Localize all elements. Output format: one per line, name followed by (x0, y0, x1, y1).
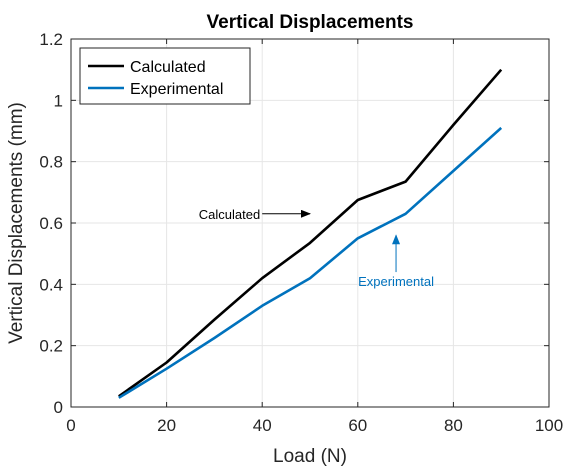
series-line-calculated (118, 68, 503, 398)
x-tick-label: 60 (348, 416, 367, 435)
y-tick-label: 0.8 (39, 153, 63, 172)
annotation-label: Experimental (358, 274, 434, 289)
x-tick-label: 40 (253, 416, 272, 435)
annotation-label: Calculated (199, 207, 260, 222)
legend-box (79, 47, 251, 105)
y-axis-title: Vertical Displacements (mm) (6, 102, 27, 344)
chart-title: Vertical Displacements (207, 12, 414, 33)
y-tick-label: 0.2 (39, 337, 63, 356)
y-tick-label: 1.2 (39, 30, 63, 49)
y-tick-label: 0 (54, 398, 63, 417)
annotations: Calculated Experimental (199, 207, 434, 289)
legend: Calculated Experimental (79, 47, 251, 105)
y-tick-label: 0.4 (39, 275, 63, 294)
x-tick-label: 0 (66, 416, 75, 435)
y-tick-label: 1 (54, 91, 63, 110)
axis-ticks: 0 20 40 60 80 100 0 0.2 0.4 0.6 0.8 1 1.2 (39, 30, 563, 435)
series-line-experimental (118, 126, 503, 399)
x-tick-label: 100 (535, 416, 563, 435)
y-tick-label: 0.6 (39, 214, 63, 233)
x-axis-title: Load (N) (273, 446, 347, 467)
series-lines (118, 68, 503, 399)
legend-label: Calculated (130, 59, 206, 76)
legend-label: Experimental (130, 81, 223, 98)
x-tick-label: 20 (157, 416, 176, 435)
x-tick-label: 80 (444, 416, 463, 435)
